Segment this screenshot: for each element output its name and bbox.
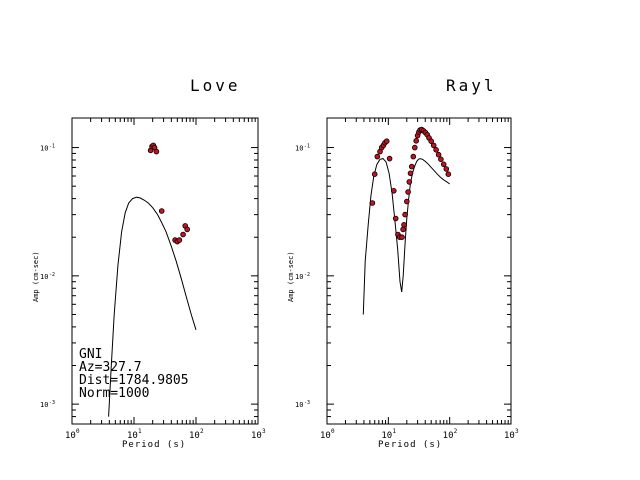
rayl-y-tick-label: 10 <box>295 401 303 409</box>
love-x-tick-label: 10 <box>127 431 138 441</box>
rayl-observed-point <box>430 142 437 149</box>
rayl-x-tick-label: 10 <box>443 431 454 441</box>
love-observed-point <box>180 231 186 238</box>
love-x-tick-label: 10 <box>189 431 200 441</box>
rayl-plot-group: 10 0 10 1 10 2 10 310 -310 -210 -1 <box>295 117 519 441</box>
love-y-axis-label: Amp (cm-sec) <box>32 251 40 302</box>
love-y-tick-label: 10 <box>40 273 48 281</box>
rayl-observed-point <box>392 215 399 222</box>
rayl-panel-title: Rayl <box>446 76 497 95</box>
rayl-observed-point <box>408 163 415 170</box>
love-x-tick-label: 10 <box>65 431 76 441</box>
rayl-observed-point <box>374 153 381 160</box>
rayl-theory-curve <box>362 158 450 315</box>
love-x-tick-exponent: 3 <box>262 428 266 435</box>
rayl-x-tick-exponent: 1 <box>392 428 396 435</box>
love-observed-point <box>153 148 160 155</box>
rayl-observed-point <box>438 156 444 163</box>
rayl-observed-point <box>445 171 452 178</box>
love-x-tick-exponent: 0 <box>76 428 80 435</box>
rayl-observed-point <box>401 222 407 228</box>
love-station-label: GNI <box>79 347 102 362</box>
rayl-y-tick-label: 10 <box>295 273 303 281</box>
love-distance-label: Dist=1784.9805 <box>79 373 189 388</box>
rayl-x-tick-exponent: 2 <box>454 428 458 435</box>
rayl-x-axis-label: Period (s) <box>378 440 442 450</box>
rayl-plot-frame <box>326 117 512 425</box>
love-plot-group: 10 0 10 1 10 2 10 310 -310 -210 -1 <box>40 117 266 441</box>
love-y-tick-exponent: -1 <box>49 144 55 150</box>
rayl-observed-point <box>371 171 378 178</box>
love-y-tick-exponent: -3 <box>49 400 55 406</box>
rayl-x-tick-label: 10 <box>320 431 331 441</box>
rayl-observed-point <box>400 226 406 233</box>
love-observed-point <box>176 237 183 243</box>
rayl-y-tick-exponent: -1 <box>304 144 310 150</box>
rayl-x-tick-label: 10 <box>504 431 515 441</box>
rayl-observed-point <box>407 170 414 177</box>
love-x-axis-label: Period (s) <box>122 440 186 450</box>
love-norm-label: Norm=1000 <box>79 386 149 401</box>
love-plot-frame <box>71 117 259 425</box>
love-x-tick-exponent: 2 <box>200 428 204 435</box>
rayl-observed-point <box>411 144 418 151</box>
love-observed-point <box>158 208 165 214</box>
rayl-observed-point <box>405 189 411 195</box>
love-azimuth-label: Az=327.7 <box>79 360 142 375</box>
rayl-observed-point <box>443 166 450 172</box>
rayl-observed-point <box>440 161 447 168</box>
rayl-observed-point <box>435 151 442 158</box>
rayl-observed-point <box>413 138 420 144</box>
rayl-observed-point <box>433 147 439 153</box>
rayl-x-tick-exponent: 3 <box>515 428 519 435</box>
rayl-observed-point <box>402 211 408 218</box>
rayl-observed-point <box>403 198 410 205</box>
love-y-tick-label: 10 <box>40 401 48 409</box>
love-observed-point <box>184 226 191 233</box>
rayl-observed-point <box>399 234 405 241</box>
rayl-observed-point <box>369 200 376 206</box>
love-y-tick-exponent: -2 <box>49 272 55 278</box>
love-y-tick-label: 10 <box>40 145 48 153</box>
love-x-tick-exponent: 1 <box>138 428 142 435</box>
rayl-x-tick-label: 10 <box>381 431 392 441</box>
rayl-observed-point <box>390 188 397 194</box>
rayl-y-axis-label: Amp (cm-sec) <box>287 251 295 302</box>
love-x-tick-label: 10 <box>251 431 262 441</box>
rayl-y-tick-label: 10 <box>295 145 303 153</box>
rayl-y-tick-exponent: -3 <box>304 400 310 406</box>
rayl-observed-point <box>410 153 417 160</box>
rayl-observed-point <box>428 138 435 145</box>
rayl-observed-point <box>386 155 393 162</box>
rayl-y-tick-exponent: -2 <box>304 272 310 278</box>
rayl-observed-point <box>406 179 413 185</box>
rayl-x-tick-exponent: 0 <box>331 428 335 435</box>
love-panel-title: Love <box>190 76 241 95</box>
love-theory-curve <box>108 196 197 417</box>
rayl-observed-point <box>383 138 390 145</box>
